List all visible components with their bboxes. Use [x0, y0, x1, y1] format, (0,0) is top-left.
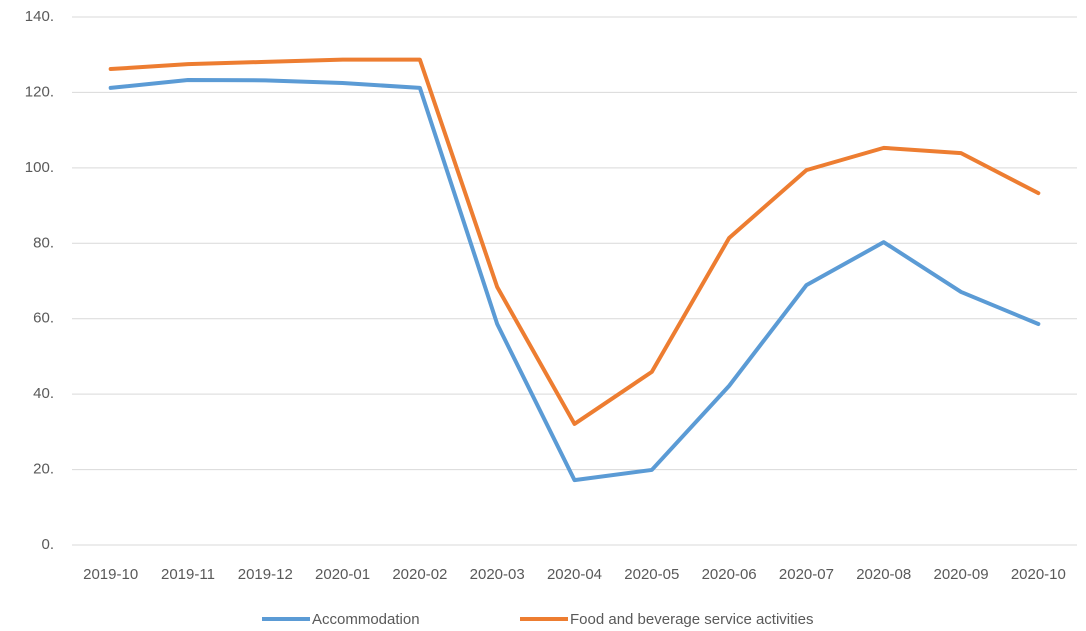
x-tick-label: 2020-05	[624, 566, 679, 583]
line-series	[108, 57, 1041, 426]
x-tick-label: 2019-10	[83, 566, 138, 583]
x-tick-label: 2020-01	[315, 566, 370, 583]
x-tick-label: 2020-02	[392, 566, 447, 583]
y-tick-label: 60.	[33, 310, 54, 327]
x-tick-label: 2019-11	[161, 566, 215, 583]
x-tick-label: 2020-08	[856, 566, 911, 583]
line-series	[108, 77, 1041, 483]
y-tick-label: 140.	[25, 8, 54, 25]
x-tick-label: 2020-03	[470, 566, 525, 583]
x-tick-label: 2020-06	[702, 566, 757, 583]
y-tick-label: 20.	[33, 461, 54, 478]
y-tick-label: 40.	[33, 385, 54, 402]
legend-label: Accommodation	[312, 611, 420, 628]
y-tick-label: 120.	[25, 83, 54, 100]
y-tick-label: 100.	[25, 159, 54, 176]
legend-label: Food and beverage service activities	[570, 611, 813, 628]
x-tick-label: 2020-09	[934, 566, 989, 583]
x-tick-label: 2020-10	[1011, 566, 1066, 583]
x-tick-label: 2019-12	[238, 566, 293, 583]
y-tick-label: 80.	[33, 234, 54, 251]
x-tick-label: 2020-04	[547, 566, 602, 583]
x-tick-label: 2020-07	[779, 566, 834, 583]
y-tick-label: 0.	[41, 536, 54, 553]
